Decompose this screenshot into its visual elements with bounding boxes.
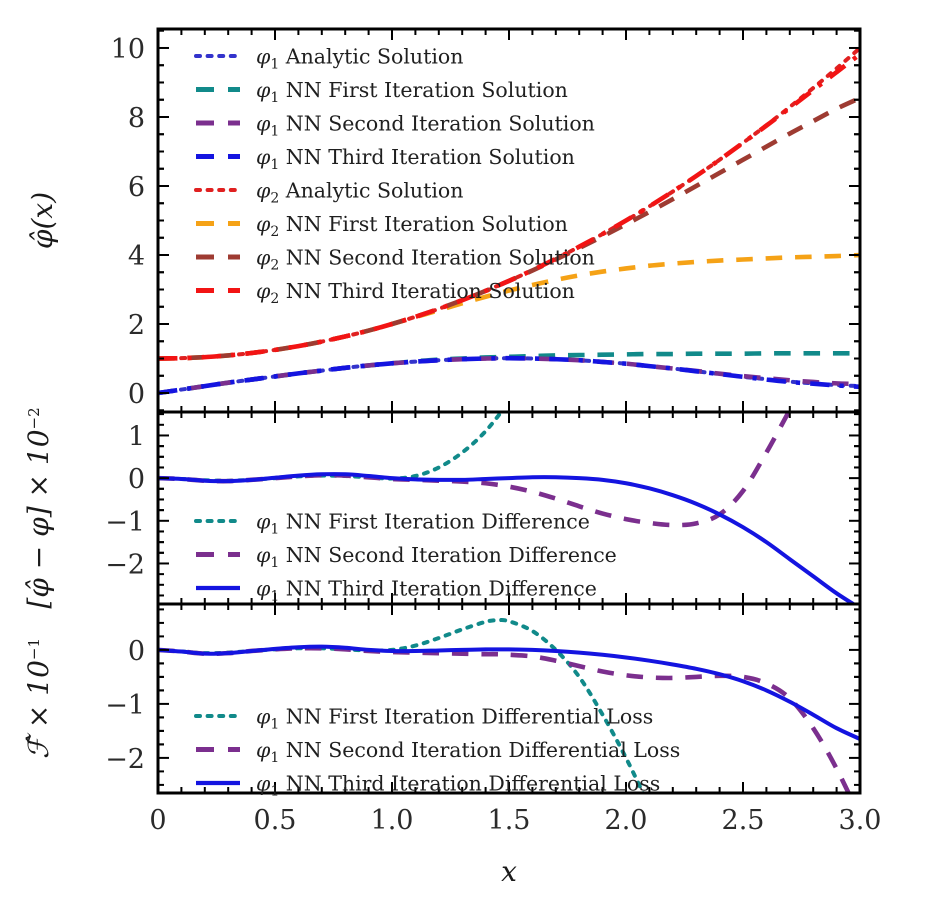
legend-label-phi2-nn-first: φ2 NN First Iteration Solution [256,212,568,240]
legend-label-phi2-analytic: φ2 Analytic Solution [256,179,463,207]
curve--1-nn-third-iteration-solution [158,355,860,396]
x-axis-title: x [501,855,517,888]
legend-entry-phi1-nn-third-loss: φ1 NN Third Iteration Differential Loss [196,772,660,800]
legend-label-phi1-analytic: φ1 Analytic Solution [256,45,463,73]
x-tick-label: 0.5 [254,805,297,836]
y-axis-title-panel2-text: [φ̂ − φ] × 10−2 [22,407,55,608]
legend-label-phi1-nn-third: φ1 NN Third Iteration Solution [256,145,575,173]
legend-panel1: φ1 Analytic Solution φ1 NN First Iteratio… [194,45,595,307]
legend-entry-phi1-nn-first-diff: φ1 NN First Iteration Difference [194,510,590,538]
legend-entry-phi2-nn-second: φ2 NN Second Iteration Solution [196,246,595,274]
legend-entry-phi1-nn-second-loss: φ1 NN Second Iteration Differential Loss [196,738,680,766]
legend-entry-phi1-nn-second: φ1 NN Second Iteration Solution [196,112,595,140]
x-tick-label: 2.5 [722,805,765,836]
legend-label-phi1-nn-third-diff: φ1 NN Third Iteration Difference [256,577,597,605]
legend-label-phi1-nn-first: φ1 NN First Iteration Solution [256,78,568,106]
legend-entry-phi1-nn-second-diff: φ1 NN Second Iteration Difference [196,543,617,571]
y-tick-label: −1 [105,690,145,721]
legend-entry-phi2-analytic: φ2 Analytic Solution [194,179,463,207]
legend-label-phi1-nn-second-loss: φ1 NN Second Iteration Differential Loss [256,738,680,766]
y-tick-label: 10 [111,34,145,65]
legend-entry-phi2-nn-first: φ2 NN First Iteration Solution [196,212,568,240]
y-axis-title-panel3: ℱ̂ × 10−1 [22,638,55,759]
curves-panel1 [158,45,860,396]
legend-label-phi1-nn-second: φ1 NN Second Iteration Solution [256,112,595,140]
legend-label-phi1-nn-first-loss: φ1 NN First Iteration Differential Loss [256,705,653,733]
x-tick-label: 1.0 [371,805,414,836]
y-tick-label: 4 [128,241,145,272]
legend-label-phi2-nn-third: φ2 NN Third Iteration Solution [256,279,575,307]
y-axis-title-panel1-text: φ̂(x) [26,192,59,249]
panel-background [158,412,860,604]
panel-background [158,604,860,793]
curve--2-nn-first-iteration-solution [158,252,860,361]
y-axis-title-panel3-text: ℱ̂ × 10−1 [22,638,55,759]
legend-entry-phi1-nn-third-diff: φ1 NN Third Iteration Difference [196,577,597,605]
curve--1-nn-third-iteration-difference [158,472,857,604]
y-tick-label: 0 [128,464,145,495]
x-tick-label: 1.5 [488,805,531,836]
curve--1-nn-second-iteration-difference [158,412,792,528]
legend-label-phi1-nn-first-diff: φ1 NN First Iteration Difference [256,510,590,538]
y-tick-label: 2 [128,310,145,341]
y-tick-label: 0 [128,636,145,667]
panel-panel3: 0 −1 −2 [105,602,862,795]
y-tick-label: 1 [128,421,145,452]
curve--2-nn-third-iteration-solution [158,52,860,361]
panel-panel1: 0 2 4 6 8 10 [111,27,862,414]
y-tick-label: 0 [128,379,145,410]
curves-panel3 [158,618,860,793]
y-axis-title-panel2: [φ̂ − φ] × 10−2 [22,407,55,608]
legend-label-phi2-nn-second: φ2 NN Second Iteration Solution [256,246,595,274]
x-tick-label: 3.0 [839,805,882,836]
panel-panel2: 1 0 −1 −2 [105,410,862,606]
y-tick-label: −1 [105,507,145,538]
legend-entry-phi1-nn-first-loss: φ1 NN First Iteration Differential Loss [194,705,653,733]
legend-label-phi1-nn-third-loss: φ1 NN Third Iteration Differential Loss [256,772,660,800]
legend-label-phi1-nn-second-diff: φ1 NN Second Iteration Difference [256,543,617,571]
x-tick-label: 2.0 [605,805,648,836]
legend-entry-phi1-nn-third: φ1 NN Third Iteration Solution [196,145,575,173]
panel-frame [156,602,862,795]
y-axis-title-panel1: φ̂(x) [26,192,59,249]
legend-entry-phi2-nn-third: φ2 NN Third Iteration Solution [196,279,575,307]
y-tick-label: 6 [128,172,145,203]
legend-panel2: φ1 NN First Iteration Difference φ1 NN Se… [194,510,617,605]
x-tick-label: 0 [149,805,166,836]
legend-entry-phi1-analytic: φ1 Analytic Solution [194,45,463,73]
y-tick-label: 8 [128,103,145,134]
legend-panel3: φ1 NN First Iteration Differential Loss φ… [194,705,680,800]
curve--1-nn-third-iteration-differential-loss [158,644,860,741]
y-tick-label: −2 [105,744,145,775]
legend-entry-phi1-nn-first: φ1 NN First Iteration Solution [196,78,568,106]
y-tick-label: −2 [105,549,145,580]
curves-panel2 [158,412,857,604]
